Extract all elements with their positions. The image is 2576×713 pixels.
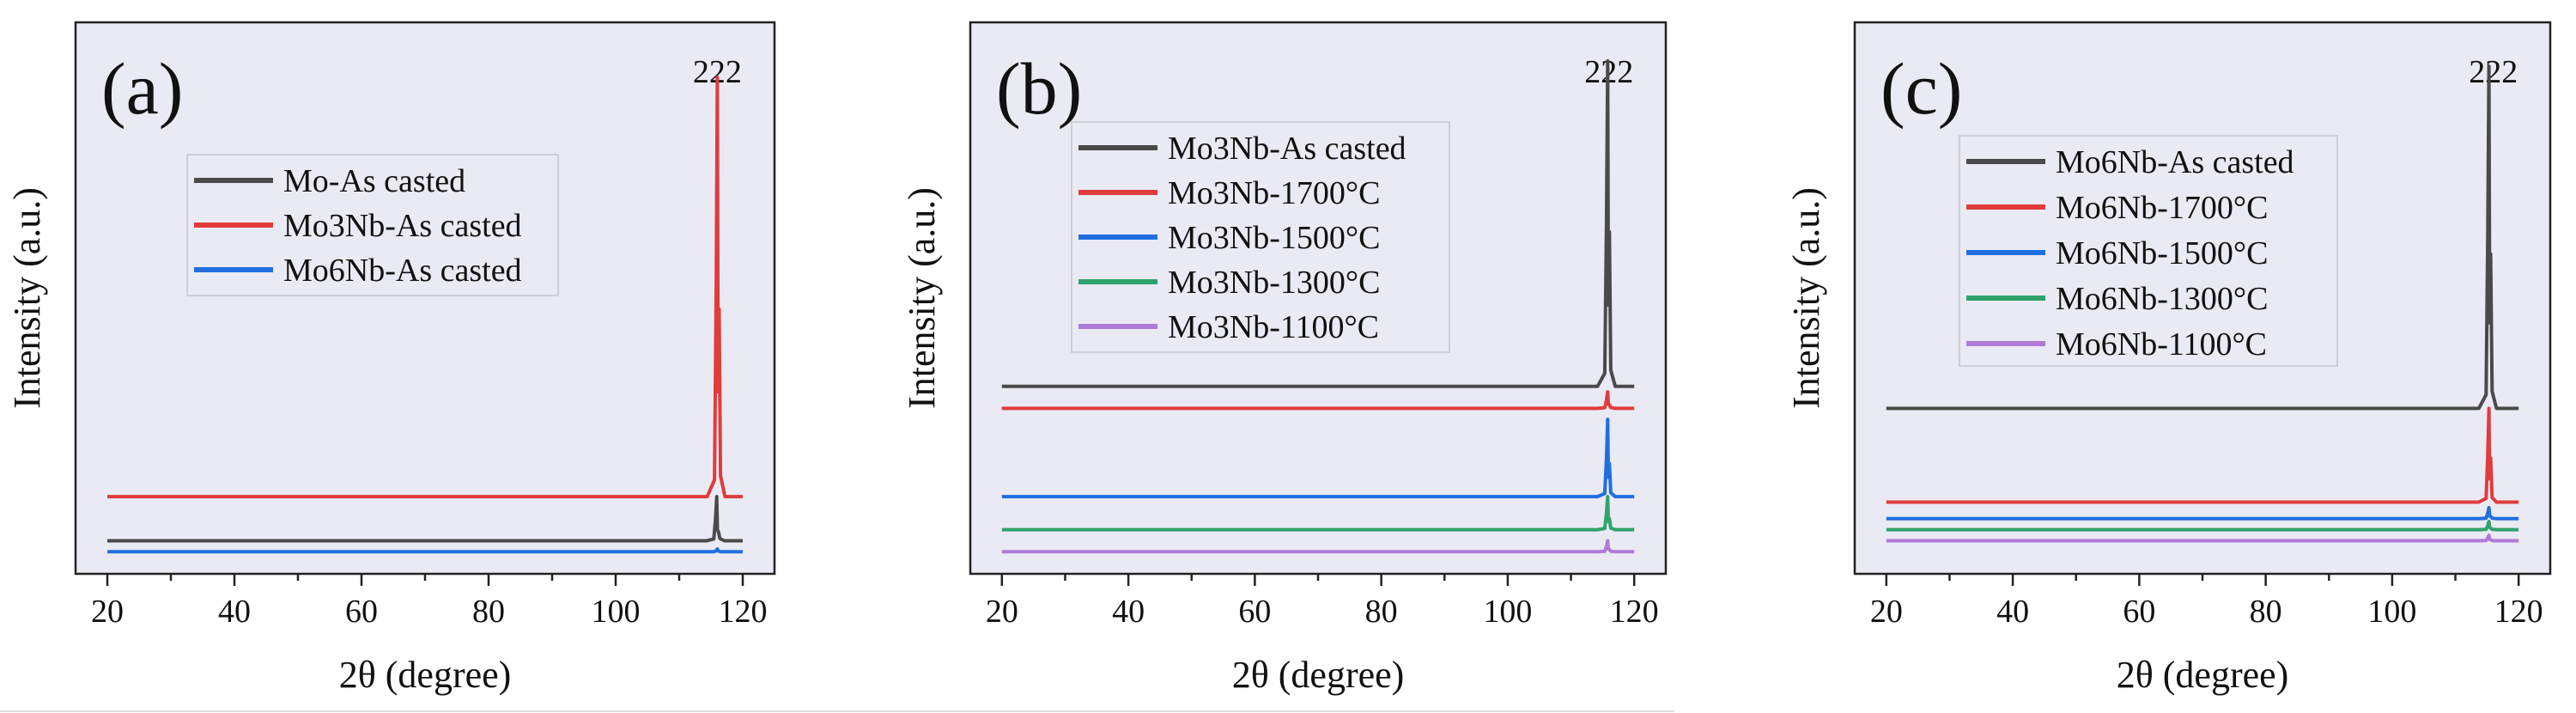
panel-2: 20 40 60 80 100 120 2θ (degree) Intensity (a.u.… (901, 21, 1668, 696)
legend-label: Mo3Nb-As casted (283, 208, 522, 244)
x-tick-label: 20 (986, 594, 1018, 630)
x-tick-label: 40 (1112, 594, 1145, 630)
y-axis-title: Intensity (a.u.) (1785, 187, 1827, 409)
series-line (107, 495, 743, 543)
x-tick-label: 80 (1365, 594, 1398, 630)
panel-label: (a) (101, 47, 183, 130)
legend-label: Mo6Nb-1300°C (2056, 281, 2268, 317)
x-tick-label: 40 (1996, 594, 2029, 630)
x-tick-label: 80 (472, 594, 505, 630)
series-line (1886, 506, 2519, 521)
x-tick-label: 60 (2123, 594, 2155, 630)
x-axis-title: 2θ (degree) (1232, 654, 1405, 696)
y-axis-title: Intensity (a.u.) (901, 187, 943, 409)
x-tick-label: 80 (2250, 594, 2282, 630)
x-tick-label: 60 (1238, 594, 1271, 630)
series-line (1886, 533, 2519, 543)
peak-label: 222 (2469, 54, 2518, 90)
series-line (107, 547, 743, 554)
series-line (1886, 406, 2519, 504)
series-line (1001, 58, 1635, 388)
legend-label: Mo3Nb-1700°C (1168, 175, 1380, 211)
series-line (1886, 520, 2519, 532)
series-line (107, 76, 743, 499)
series-line (1001, 495, 1635, 532)
legend-label: Mo-As casted (283, 163, 465, 199)
legend-label: Mo6Nb-1500°C (2056, 235, 2268, 271)
panel-label: (b) (996, 47, 1082, 130)
x-tick-label: 120 (1610, 594, 1659, 630)
x-tick-label: 100 (592, 594, 641, 630)
series-line (1001, 390, 1635, 411)
legend-label: Mo6Nb-1700°C (2056, 190, 2268, 226)
series-line (1001, 417, 1635, 499)
x-axis-title: 2θ (degree) (2117, 654, 2289, 696)
x-tick-label: 120 (719, 594, 768, 630)
series-line (1001, 539, 1635, 554)
x-tick-label: 40 (218, 594, 251, 630)
panel-1: 20 40 60 80 100 120 2θ (degree) Intensity (a.u.… (6, 21, 776, 696)
x-tick-label: 20 (1870, 594, 1903, 630)
x-axis-title: 2θ (degree) (339, 654, 512, 696)
x-tick-label: 100 (2367, 594, 2416, 630)
legend-label: Mo6Nb-1100°C (2056, 326, 2267, 363)
legend-label: Mo3Nb-1300°C (1168, 265, 1380, 301)
panel-3: 20 40 60 80 100 120 2θ (degree) Intensity (a.u.… (1785, 21, 2552, 696)
legend-label: Mo3Nb-1100°C (1168, 309, 1379, 345)
panel-label: (c) (1880, 47, 1962, 130)
legend-label: Mo6Nb-As casted (2056, 144, 2294, 180)
y-axis-title: Intensity (a.u.) (6, 187, 48, 409)
x-tick-label: 120 (2494, 594, 2543, 630)
x-tick-label: 60 (345, 594, 378, 630)
plot-frame (74, 21, 776, 576)
x-tick-label: 20 (91, 594, 124, 630)
legend-label: Mo3Nb-1500°C (1168, 220, 1380, 256)
legend-label: Mo3Nb-As casted (1168, 131, 1406, 167)
x-tick-label: 100 (1483, 594, 1532, 630)
legend-label: Mo6Nb-As casted (283, 253, 522, 289)
series-line (1886, 64, 2519, 411)
